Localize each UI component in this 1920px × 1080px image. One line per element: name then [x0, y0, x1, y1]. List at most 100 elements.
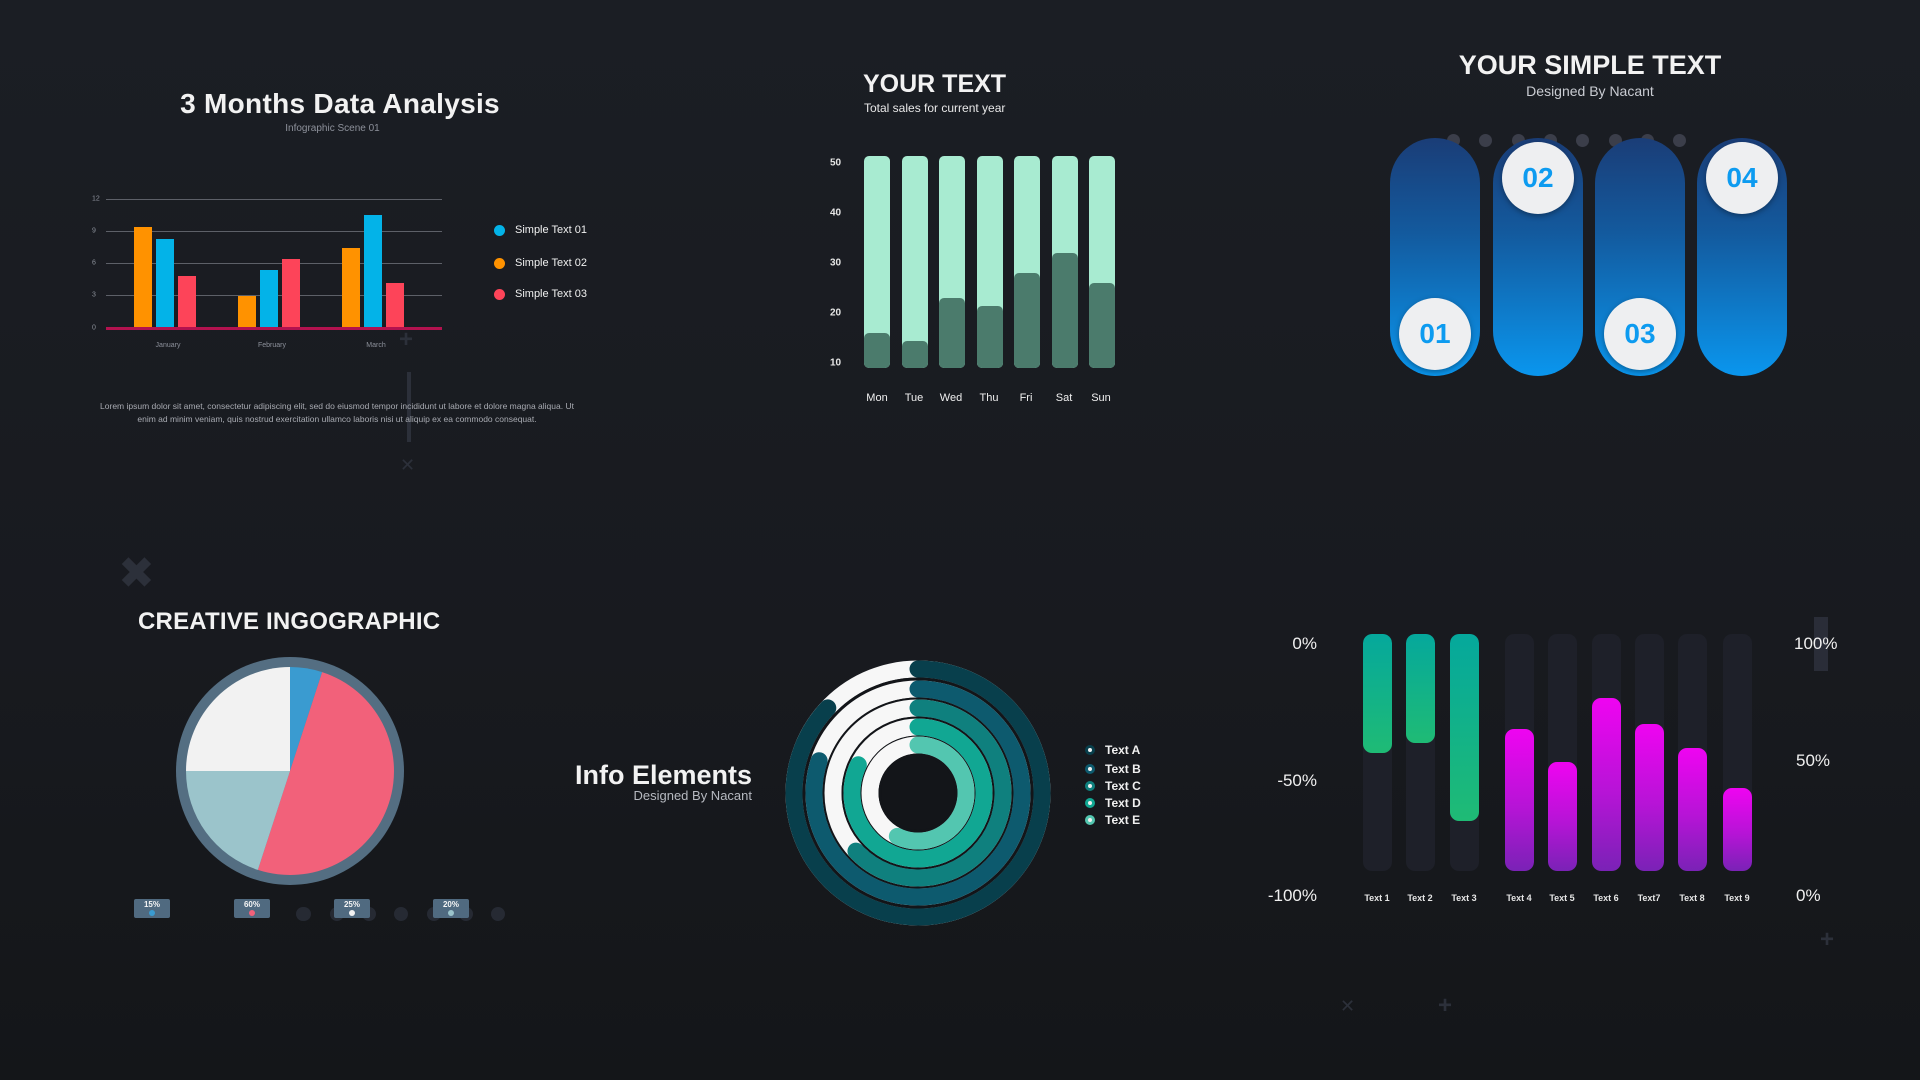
legend-swatch	[494, 224, 505, 236]
legend-label: Text A	[1105, 743, 1141, 757]
bar-track	[1548, 634, 1577, 871]
ring-arc	[843, 718, 993, 868]
y-tick: 12	[92, 195, 100, 203]
bar	[1014, 156, 1040, 368]
legend-item: Simple Text 02	[494, 257, 587, 269]
y-tick-right: 100%	[1794, 634, 1838, 653]
bar-track	[1505, 634, 1534, 871]
bar-fill	[976, 305, 1003, 368]
x-label: Text 4	[1506, 893, 1532, 903]
bar	[864, 156, 890, 368]
y-tick-right: 50%	[1796, 751, 1831, 770]
step-pill-3: 03	[1595, 138, 1685, 376]
bar-positive	[1723, 788, 1752, 871]
x-label: Text 6	[1593, 893, 1619, 903]
weekly-chart-title: YOUR TEXT	[863, 70, 1007, 98]
legend-item: Simple Text 01	[494, 224, 587, 236]
y-tick: 20	[830, 307, 842, 319]
dot-decoration	[1576, 134, 1589, 147]
pie-tag-label: 15%	[143, 900, 160, 909]
step-badge: 01	[1399, 298, 1471, 370]
x-axis	[106, 327, 442, 330]
bar-track	[1635, 634, 1664, 871]
y-tick: 3	[92, 291, 96, 299]
pie-tag-label: 20%	[442, 900, 459, 909]
gridline	[106, 263, 442, 264]
step-badge: 02	[1502, 142, 1574, 214]
x-label: Tue	[904, 392, 924, 404]
bar	[282, 259, 300, 328]
ring-arc	[785, 660, 1051, 926]
x-label: January	[155, 342, 181, 349]
months-chart-subtitle: Infographic Scene 01	[285, 123, 380, 134]
bar-fill	[939, 298, 965, 368]
bar-fill	[901, 340, 928, 368]
bar	[386, 282, 404, 328]
x-label: Text 3	[1451, 893, 1477, 903]
pie-slice	[186, 667, 290, 771]
pie-tag-label: 60%	[243, 900, 260, 909]
weekly-chart-subtitle: Total sales for current year	[864, 101, 1006, 115]
pie-tag-dot	[149, 910, 155, 916]
legend-dot	[1085, 781, 1095, 791]
ring-arc	[805, 680, 1031, 906]
cross-decoration-icon: ✕	[400, 455, 416, 475]
dot-decoration	[1673, 134, 1686, 147]
months-bar-chart: 12 9 6 3 0 January February March	[92, 194, 442, 354]
y-tick-right: 0%	[1796, 886, 1821, 905]
y-tick: 10	[830, 357, 842, 369]
bar-positive	[1505, 728, 1534, 871]
dot-decoration	[394, 907, 408, 921]
gridline	[106, 199, 442, 200]
pie-chart-title: CREATIVE INGOGRAPHIC	[138, 608, 441, 635]
bar-positive	[1635, 724, 1664, 871]
steps-subtitle: Designed By Nacant	[1526, 83, 1654, 99]
step-pill-4: 04	[1697, 138, 1787, 376]
months-chart-title: 3 Months Data Analysis	[180, 88, 500, 119]
bar-negative	[1363, 634, 1392, 753]
steps-title: YOUR SIMPLE TEXT	[1458, 50, 1722, 80]
y-tick: 40	[830, 207, 842, 219]
pie-tag: 15%	[134, 899, 170, 918]
y-tick-left: -50%	[1277, 771, 1317, 790]
bar-track	[1406, 634, 1435, 871]
dot-decoration	[1479, 134, 1492, 147]
bar	[976, 156, 1003, 368]
x-label: Sun	[1091, 392, 1111, 404]
dot-decoration	[491, 907, 505, 921]
x-label: Text7	[1637, 893, 1661, 903]
y-tick-left: -100%	[1267, 886, 1317, 905]
bar-positive	[1592, 698, 1621, 871]
bar-positive	[1678, 747, 1707, 871]
step-badge: 03	[1604, 298, 1676, 370]
x-label: Text 8	[1679, 893, 1705, 903]
x-label: Wed	[939, 392, 963, 404]
legend-item: Text D	[1085, 796, 1141, 810]
pie-chart	[176, 657, 404, 885]
bar	[939, 156, 965, 368]
bar	[134, 226, 152, 328]
legend-dot	[1085, 764, 1095, 774]
ring-arc	[824, 699, 1012, 887]
step-pill-2: 02	[1493, 138, 1583, 376]
x-label: Text 1	[1364, 893, 1390, 903]
legend-dot	[1085, 815, 1095, 825]
pie-tag: 20%	[433, 899, 469, 918]
radial-bar-chart	[785, 660, 1051, 926]
bar-track	[1450, 634, 1479, 871]
bar-fill	[1014, 273, 1040, 368]
ring-arc	[861, 736, 975, 850]
divider-decoration	[407, 372, 411, 442]
legend-dot	[1085, 798, 1095, 808]
pie-tag-dot	[349, 910, 355, 916]
rings-title: Info Elements	[574, 760, 752, 790]
bar	[901, 156, 928, 368]
plus-decoration-icon: +	[1438, 992, 1453, 1019]
bar-track	[1723, 634, 1752, 871]
x-label: February	[257, 342, 287, 349]
bar	[342, 248, 360, 328]
bar	[260, 269, 278, 328]
legend-label: Simple Text 02	[515, 257, 587, 269]
legend-item: Simple Text 03	[494, 288, 587, 300]
legend-swatch	[494, 257, 505, 269]
